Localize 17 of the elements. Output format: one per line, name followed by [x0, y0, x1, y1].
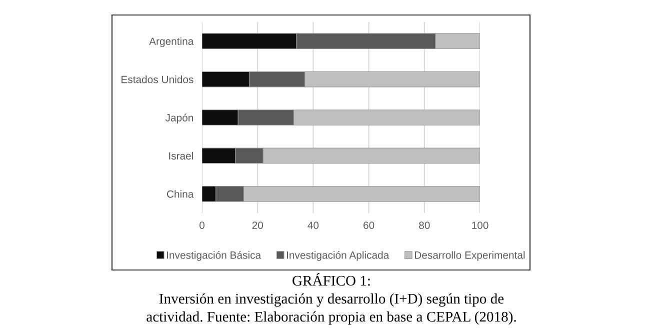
y-tick-label: Argentina	[149, 37, 194, 48]
text: actividad. Fuente: Elaboración propia en base a CEPAL (2018).	[146, 311, 516, 325]
legend-label: Desarrollo Experimental	[414, 251, 525, 261]
legend-label: Investigación Básica	[167, 251, 262, 261]
x-tick-label: 20	[252, 222, 263, 229]
x-tick-label: 100	[472, 222, 488, 229]
y-tick-label: Israel	[169, 152, 193, 160]
x-tick-label: 0	[200, 222, 204, 229]
text: GRÁFICO 1:	[292, 273, 370, 286]
legend-label: Investigación Aplicada	[287, 251, 390, 261]
x-tick-label: 60	[364, 222, 374, 229]
y-tick-label: China	[166, 190, 194, 198]
x-tick-label: 40	[308, 222, 319, 229]
y-tick-label: Estados Unidos	[122, 76, 194, 84]
y-tick-label: Japón	[165, 114, 193, 124]
x-tick-label: 80	[419, 222, 430, 229]
text: Inversión en investigación y desarrollo (I+D) según tipo de	[159, 293, 504, 307]
